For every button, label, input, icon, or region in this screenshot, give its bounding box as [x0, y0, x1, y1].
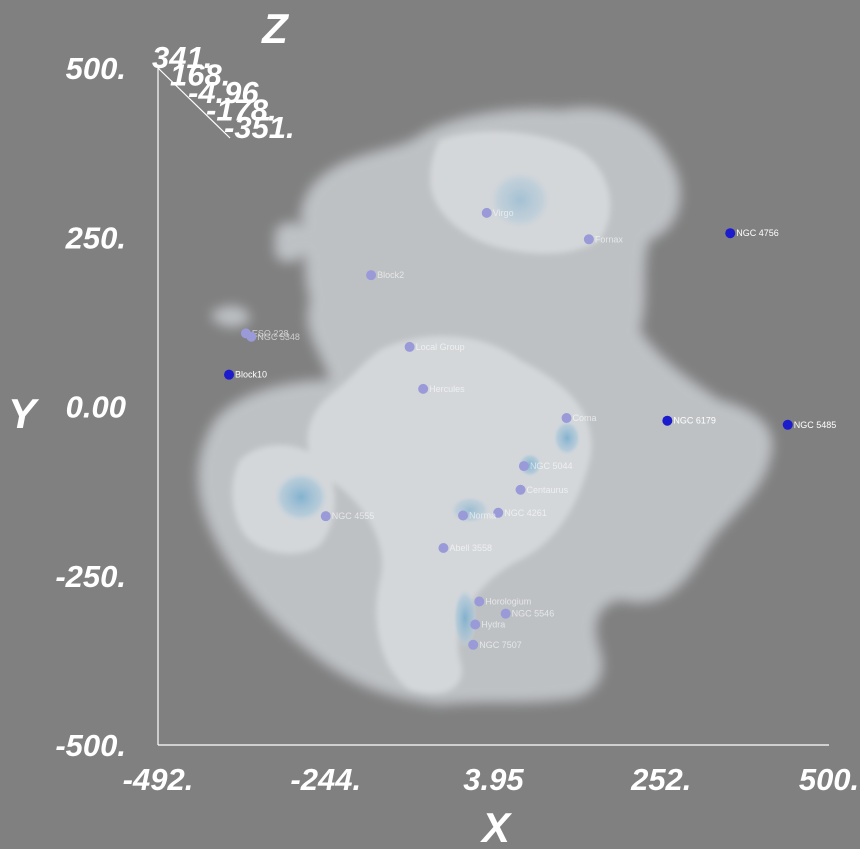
data-point-marker — [518, 461, 529, 472]
x-axis-title: X — [480, 804, 513, 849]
data-point: Abell 3558 — [438, 542, 492, 553]
data-point: NGC 5044 — [518, 461, 573, 472]
z-ticks: 341.168.-4.96-178.-351. — [152, 40, 295, 145]
data-point-marker — [458, 510, 469, 521]
y-axis-title: Y — [8, 390, 40, 437]
data-point: Fornax — [583, 234, 624, 245]
data-point-label: NGC 5546 — [512, 609, 555, 619]
data-point-label: NGC 5348 — [257, 332, 300, 342]
data-point-label: NGC 4756 — [736, 228, 779, 238]
y-tick-label: 500. — [66, 51, 126, 86]
data-point: Virgo — [481, 207, 514, 218]
data-point-marker — [366, 270, 377, 281]
data-point-marker — [481, 207, 492, 218]
x-tick-label: -244. — [290, 762, 361, 797]
data-point: NGC 5348 — [246, 331, 300, 342]
data-point-label: NGC 6179 — [673, 416, 716, 426]
data-point-label: Norma — [469, 510, 496, 520]
x-tick-label: 3.95 — [463, 762, 524, 797]
data-point-label: Coma — [573, 413, 597, 423]
data-point-label: NGC 7507 — [479, 640, 522, 650]
z-tick-label: 168. — [170, 58, 230, 93]
z-tick-label: -351. — [224, 110, 295, 145]
z-axis-line — [157, 67, 231, 139]
x-tick-label: 252. — [630, 762, 691, 797]
data-point-label: NGC 5485 — [794, 420, 837, 430]
data-point-marker — [515, 484, 526, 495]
data-point-marker — [500, 608, 511, 619]
data-point: Horologium — [474, 596, 531, 607]
data-point-label: Fornax — [595, 234, 624, 244]
data-point-label: Abell 3558 — [449, 543, 492, 553]
data-point-marker — [418, 383, 429, 394]
data-point: NGC 5546 — [500, 608, 555, 619]
data-point: NGC 5485 — [782, 419, 837, 430]
z-tick-label: 341. — [152, 40, 212, 75]
data-point: Coma — [561, 413, 597, 424]
axes — [157, 67, 829, 746]
z-tick-label: -178. — [206, 93, 277, 128]
data-point: Centaurus — [515, 484, 569, 495]
data-point-marker — [561, 413, 572, 424]
data-point-marker — [474, 596, 485, 607]
data-point-marker — [725, 228, 736, 239]
data-point-label: Hydra — [481, 619, 505, 629]
data-point-marker — [470, 619, 481, 630]
data-point-marker — [246, 331, 257, 342]
y-tick-label: 0.00 — [66, 390, 126, 425]
data-point-marker — [782, 419, 793, 430]
data-point-label: Horologium — [485, 596, 531, 606]
data-point-marker — [438, 542, 449, 553]
x-ticks: -492. -244. 3.95 252. 500. — [123, 762, 860, 797]
y-ticks: -500. -250. 0.00 250. 500. — [55, 51, 126, 763]
data-point: Hercules — [418, 383, 465, 394]
data-point-marker — [224, 369, 235, 380]
data-point-marker — [320, 511, 331, 522]
data-point-label: Block2 — [377, 270, 404, 280]
density-surface — [198, 107, 773, 705]
data-point: NGC 4756 — [725, 228, 779, 239]
data-point-label: NGC 5044 — [530, 461, 573, 471]
data-point-marker — [493, 507, 504, 518]
z-axis-title: Z — [261, 5, 289, 52]
y-tick-label: 250. — [65, 220, 126, 255]
data-point-marker — [404, 341, 415, 352]
x-tick-label: -492. — [123, 762, 194, 797]
data-point-label: Block10 — [235, 370, 267, 380]
x-tick-label: 500. — [799, 762, 859, 797]
data-point: Block10 — [224, 369, 267, 380]
data-point-marker — [662, 415, 673, 426]
data-point-label: Virgo — [493, 208, 514, 218]
data-point: Hydra — [470, 619, 505, 630]
data-point-label: Hercules — [429, 384, 465, 394]
z-tick-label: -4.96 — [188, 75, 259, 110]
data-point-marker — [468, 639, 479, 650]
y-tick-label: -500. — [55, 728, 126, 763]
data-point-label: NGC 4261 — [504, 508, 547, 518]
data-point-label: Centaurus — [527, 485, 569, 495]
data-point-marker — [583, 234, 594, 245]
data-point: NGC 7507 — [468, 639, 522, 650]
data-point: NGC 4555 — [320, 511, 375, 522]
data-point: Norma — [458, 510, 496, 521]
data-point-label: ESO 228 — [252, 328, 289, 338]
data-point: NGC 4261 — [493, 507, 547, 518]
data-point: Block2 — [366, 270, 404, 281]
data-point-label: Local Group — [416, 342, 465, 352]
data-point: NGC 6179 — [662, 415, 716, 426]
y-tick-label: -250. — [55, 559, 126, 594]
data-point: Local Group — [404, 341, 465, 352]
data-point-label: NGC 4555 — [332, 511, 375, 521]
